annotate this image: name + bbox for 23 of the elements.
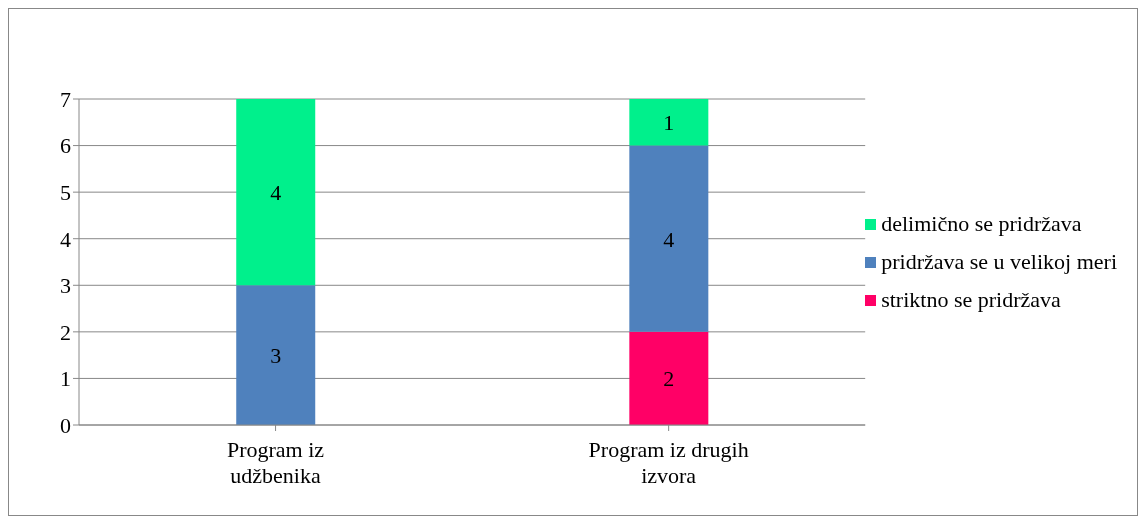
x-tick-label: Program iz drugih izvora [588,437,749,488]
bar [236,99,316,286]
bar [629,331,709,425]
x-tick-label: Program iz udžbenika [226,437,325,488]
data-label: 4 [663,226,675,252]
data-label: 4 [270,179,282,205]
y-tick-label: 6 [60,133,71,159]
data-label: 2 [663,366,675,392]
y-tick-label: 0 [60,412,71,438]
bar [629,99,709,146]
legend-label: pridržava se u velikoj meri [881,249,1117,275]
y-tick-label: 4 [60,226,71,252]
y-tick-label: 5 [60,179,71,205]
y-tick-label: 7 [60,86,71,112]
legend-label: striktno se pridržava [881,287,1061,313]
y-tick-label: 2 [60,319,71,345]
data-label: 3 [270,342,282,368]
bar [629,145,709,332]
legend-label: delimično se pridržava [881,211,1082,237]
y-tick-label: 1 [60,366,71,392]
data-label: 1 [663,110,675,136]
bar [236,285,316,425]
y-tick-label: 3 [60,273,71,299]
